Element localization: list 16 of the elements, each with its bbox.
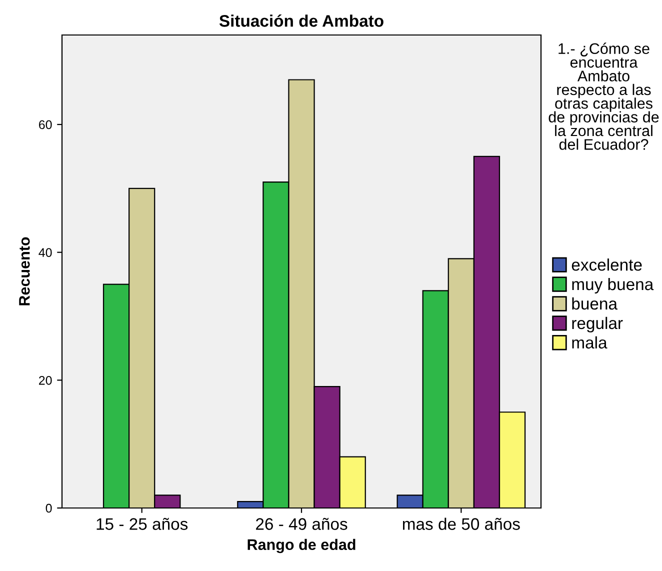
legend-label: muy buena [572, 278, 654, 294]
legend-title: 1.- ¿Cómo se encuentra Ambato respecto a las otras capitales de provincias de la zona central del Ecuador? [548, 42, 659, 150]
y-tick-label: 20 [39, 376, 52, 385]
x-axis-title: Rango de edad [248, 538, 356, 554]
y-tick-label: 0 [46, 504, 52, 513]
chart-title: Situación de Ambato [219, 14, 384, 27]
legend-label: mala [572, 336, 608, 349]
x-tick-label: mas de 50 años [402, 518, 520, 530]
legend-label: excelente [572, 258, 642, 271]
legend-label: buena [572, 297, 618, 310]
y-axis-title: Recuento [19, 237, 30, 306]
x-tick-label: 26 - 49 años [256, 518, 348, 530]
y-tick-label: 60 [39, 120, 52, 130]
x-tick-label: 15 - 25 años [96, 518, 188, 530]
legend-label: regular [572, 316, 623, 332]
y-tick-label: 40 [38, 248, 52, 257]
